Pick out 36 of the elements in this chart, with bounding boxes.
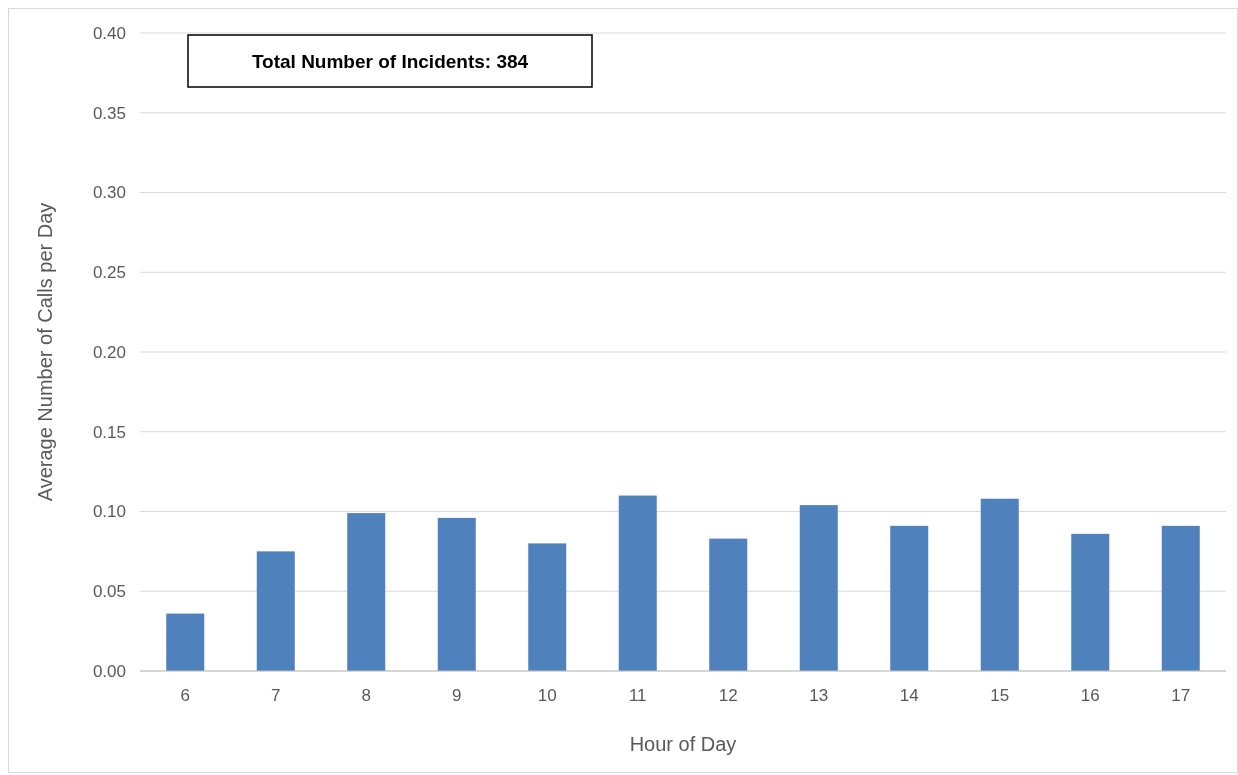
y-tick-label: 0.00 (92, 661, 126, 681)
annotation: Total Number of Incidents: 384 (251, 50, 529, 72)
y-tick-label: 0.10 (92, 502, 126, 522)
y-tick-label: 0.15 (92, 422, 126, 442)
x-tick-label: 11 (628, 686, 647, 705)
y-axis-title: Average Number of Calls per Day (34, 202, 56, 502)
x-tick-label: 9 (452, 686, 462, 705)
x-tick-label: 7 (271, 686, 281, 705)
bar (256, 551, 295, 671)
bar (1161, 525, 1200, 671)
bar (799, 505, 838, 671)
x-tick-label: 6 (180, 686, 190, 705)
bar (528, 543, 567, 671)
bar (618, 495, 657, 671)
y-tick-label: 0.30 (92, 183, 126, 203)
x-tick-label: 8 (361, 686, 371, 705)
bar (1071, 533, 1110, 671)
bar (437, 517, 476, 671)
y-tick-label: 0.25 (92, 263, 126, 283)
x-tick-label: 10 (537, 686, 557, 705)
x-tick-label: 17 (1171, 686, 1191, 705)
bar (980, 498, 1019, 671)
bar (347, 513, 386, 671)
x-tick-label: 12 (718, 686, 738, 705)
y-tick-label: 0.05 (92, 582, 126, 602)
x-tick-label: 14 (899, 686, 919, 705)
y-tick-label: 0.40 (92, 23, 126, 43)
x-axis-title: Hour of Day (629, 733, 737, 755)
y-tick-label: 0.20 (92, 342, 126, 362)
y-tick-label: 0.35 (92, 103, 126, 123)
bar (166, 613, 205, 671)
bar (709, 538, 748, 671)
x-tick-label: 13 (809, 686, 829, 705)
bar (890, 525, 929, 671)
x-tick-label: 16 (1080, 686, 1100, 705)
x-tick-label: 15 (990, 686, 1010, 705)
